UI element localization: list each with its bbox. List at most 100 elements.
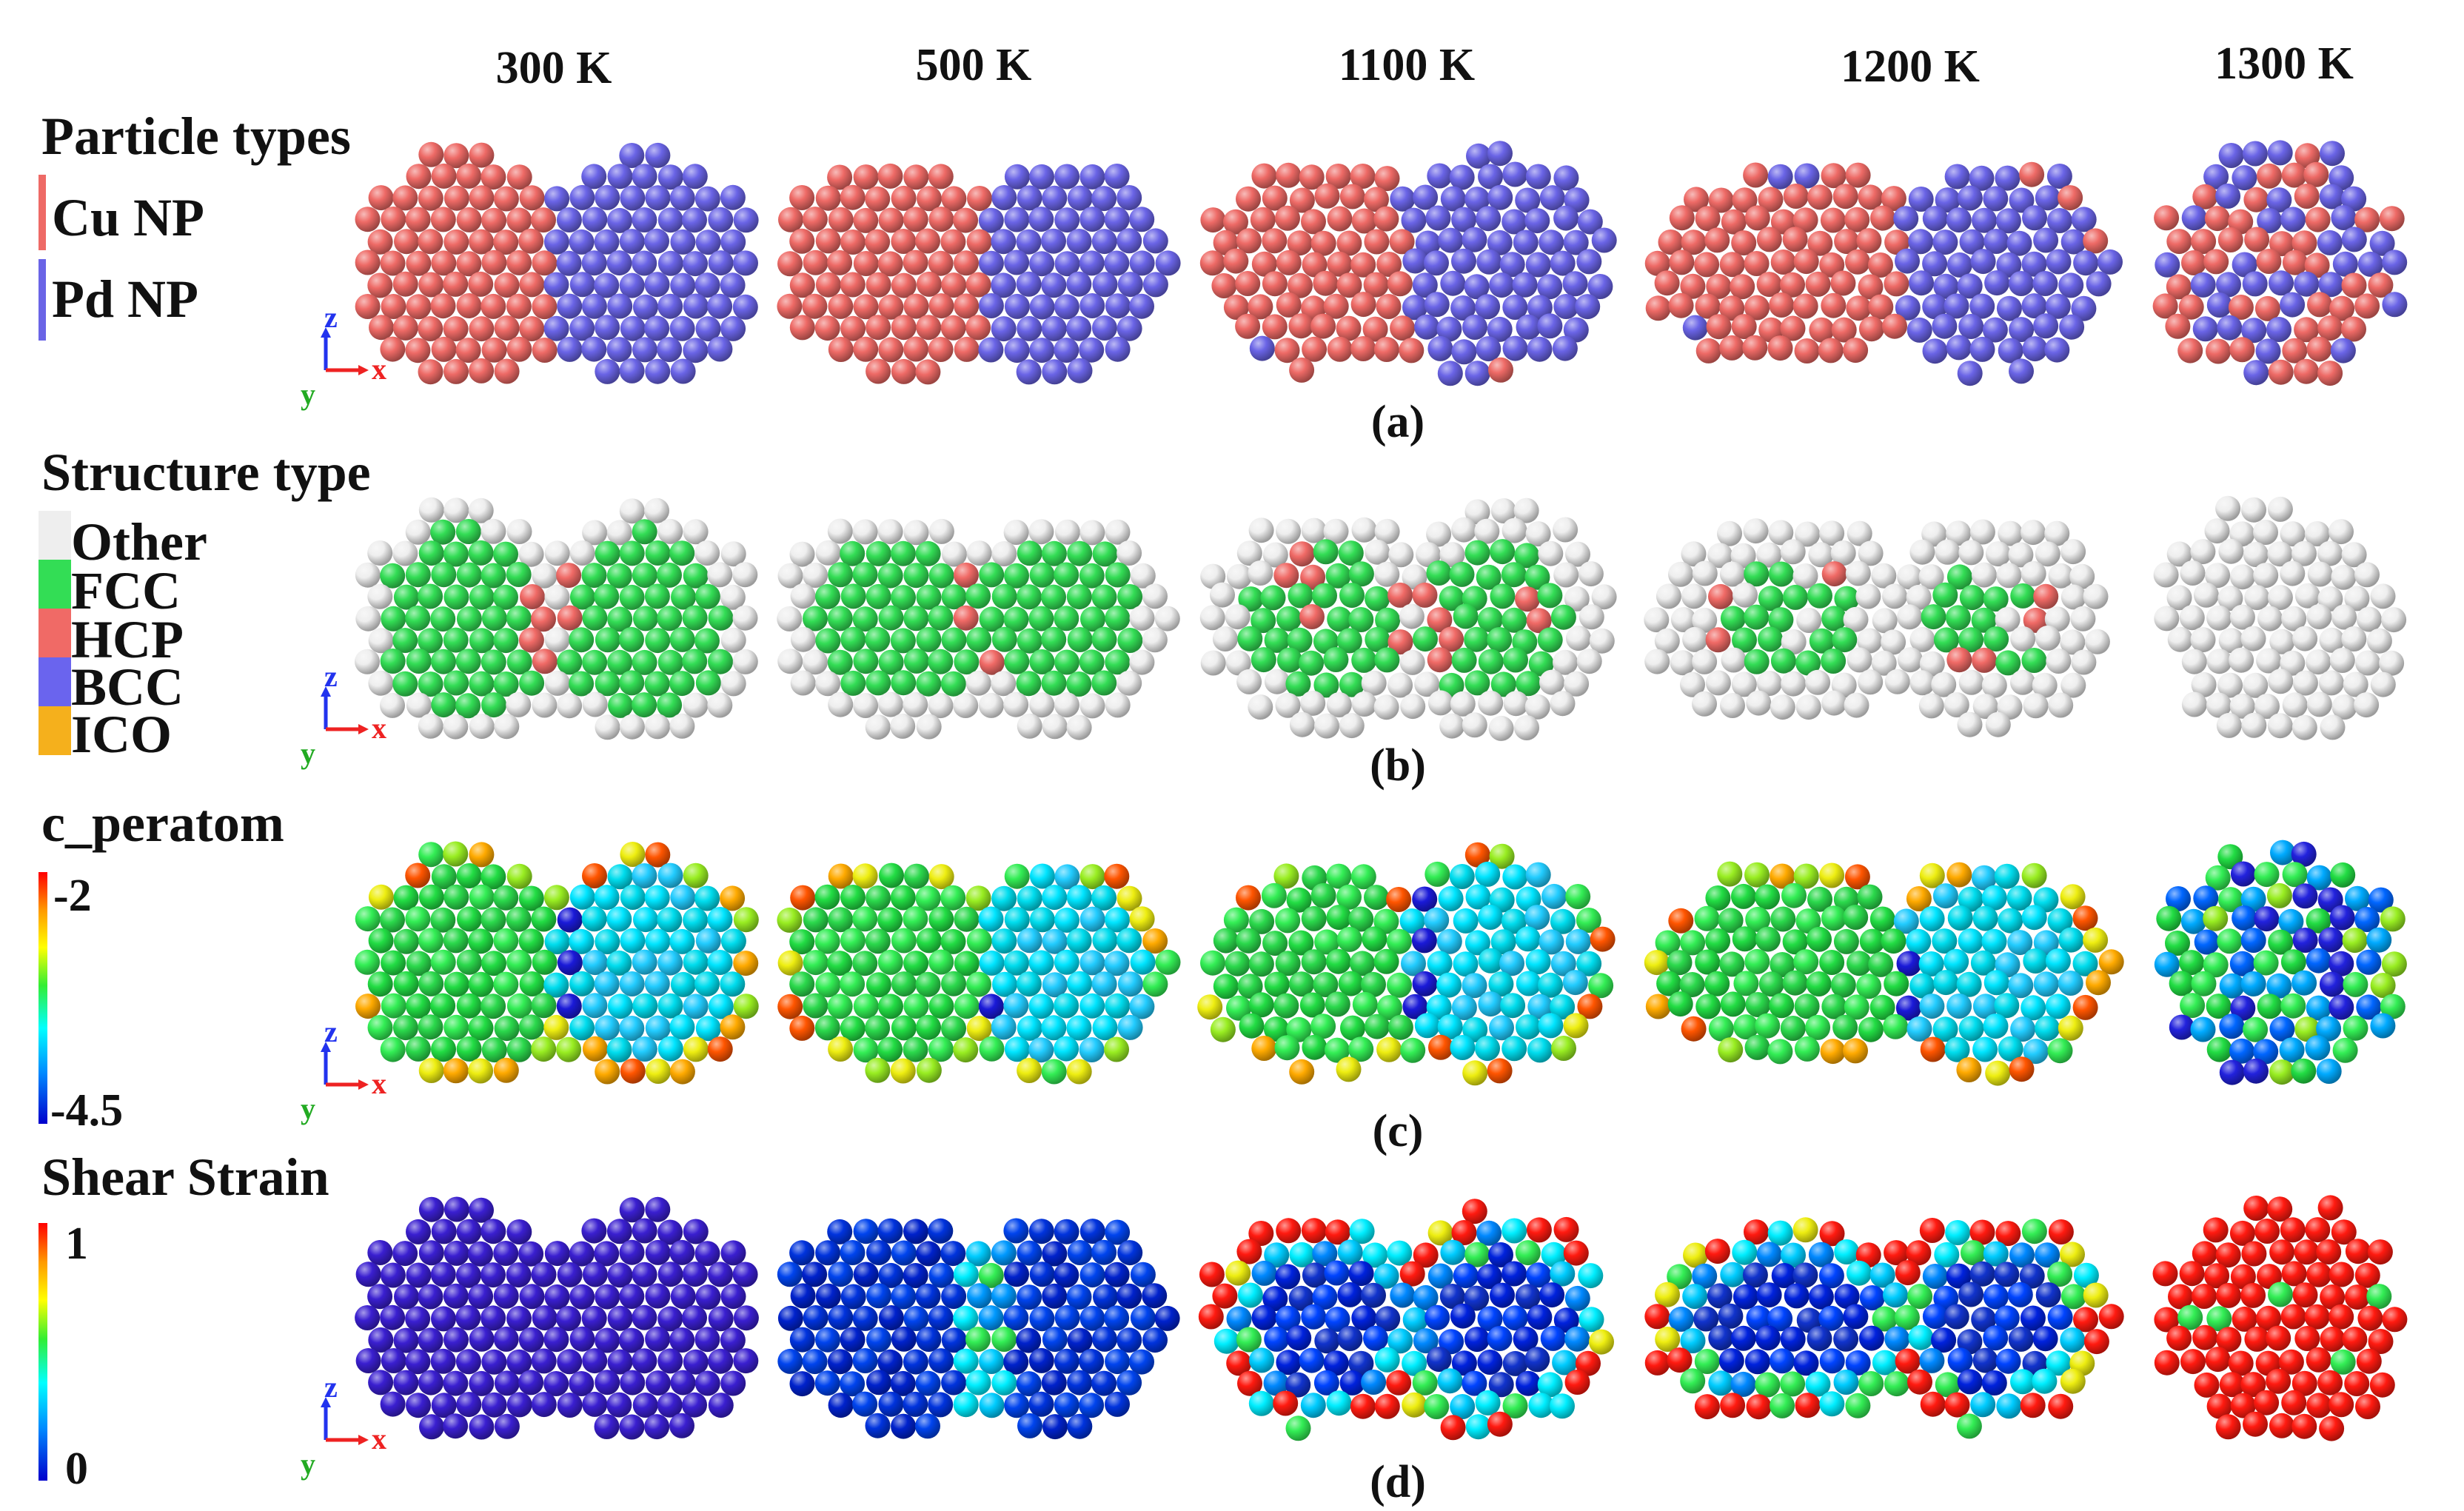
atom bbox=[1286, 887, 1312, 913]
atom bbox=[1264, 669, 1290, 694]
atom bbox=[469, 584, 495, 610]
atom bbox=[2240, 928, 2266, 954]
atom bbox=[1944, 293, 1969, 319]
atom bbox=[406, 250, 432, 276]
legend-swatch-pd bbox=[38, 259, 46, 341]
atom bbox=[1834, 586, 1860, 612]
atom bbox=[405, 562, 431, 588]
atom bbox=[1387, 1014, 1413, 1040]
atom bbox=[903, 606, 929, 631]
atom bbox=[732, 294, 758, 320]
atom bbox=[1289, 187, 1315, 213]
atom bbox=[1091, 971, 1117, 997]
atom bbox=[1117, 272, 1143, 298]
atom bbox=[1361, 1282, 1386, 1308]
atom bbox=[2341, 227, 2367, 252]
atom bbox=[2253, 563, 2279, 589]
atom bbox=[2266, 187, 2292, 213]
atom bbox=[1654, 270, 1680, 296]
atom bbox=[1116, 1283, 1142, 1309]
atom bbox=[815, 972, 841, 998]
legend-label-hcp: HCP bbox=[71, 610, 184, 669]
atom bbox=[1373, 1263, 1399, 1289]
atom bbox=[431, 692, 457, 718]
atom bbox=[1054, 649, 1079, 675]
atom bbox=[2269, 1239, 2295, 1265]
atom bbox=[1932, 883, 1958, 909]
atom bbox=[532, 1305, 558, 1331]
atom bbox=[733, 1348, 759, 1374]
atom bbox=[355, 249, 381, 275]
atom bbox=[1438, 885, 1464, 911]
atom bbox=[1079, 563, 1105, 589]
atom bbox=[506, 164, 532, 190]
atom bbox=[2215, 183, 2241, 209]
atom bbox=[557, 950, 583, 976]
atom bbox=[1327, 206, 1353, 232]
atom bbox=[1996, 563, 2022, 589]
atom bbox=[1705, 627, 1731, 653]
atom bbox=[878, 605, 904, 631]
atom bbox=[468, 497, 494, 523]
atom bbox=[2219, 1014, 2245, 1039]
atom bbox=[418, 141, 444, 167]
atom bbox=[2009, 358, 2034, 384]
atom bbox=[2280, 560, 2306, 586]
atom bbox=[1591, 227, 1617, 253]
atom bbox=[1390, 186, 1416, 212]
atom bbox=[1289, 711, 1315, 737]
atom bbox=[2177, 338, 2203, 363]
axis-y-label: y bbox=[301, 378, 315, 411]
atom bbox=[1527, 994, 1553, 1019]
atom bbox=[1539, 929, 1564, 955]
cluster-row1-col3 bbox=[1644, 518, 2110, 737]
atom bbox=[2217, 315, 2243, 341]
atom bbox=[2243, 360, 2269, 386]
atom bbox=[594, 885, 620, 911]
atom bbox=[1236, 1327, 1262, 1353]
atom bbox=[1326, 1390, 1352, 1416]
atom bbox=[1782, 227, 1808, 252]
atom bbox=[657, 907, 683, 933]
atom bbox=[1744, 649, 1770, 674]
atom bbox=[557, 336, 583, 362]
atom bbox=[1972, 1347, 1998, 1373]
atom bbox=[2379, 206, 2405, 232]
atom bbox=[840, 626, 866, 652]
atom bbox=[1301, 209, 1326, 235]
atom bbox=[694, 628, 720, 654]
atom bbox=[1933, 273, 1959, 299]
atom bbox=[594, 971, 620, 997]
atom bbox=[1350, 164, 1376, 189]
atom bbox=[777, 1262, 803, 1287]
atom bbox=[1399, 1261, 1425, 1287]
atom bbox=[1718, 1348, 1744, 1373]
atom bbox=[720, 885, 746, 911]
atom bbox=[1237, 974, 1263, 999]
atom bbox=[368, 670, 394, 696]
atom bbox=[1478, 905, 1503, 930]
atom bbox=[840, 1371, 866, 1397]
atom bbox=[456, 863, 482, 888]
atom bbox=[355, 1262, 381, 1287]
atom bbox=[2032, 1326, 2058, 1352]
atom bbox=[606, 563, 632, 589]
atom bbox=[2282, 692, 2308, 718]
atom bbox=[1719, 561, 1745, 587]
atom bbox=[2179, 950, 2205, 976]
atom bbox=[1768, 520, 1794, 546]
atom bbox=[2318, 670, 2344, 696]
atom bbox=[1808, 542, 1834, 568]
atom bbox=[1897, 564, 1923, 590]
atom bbox=[456, 293, 482, 318]
atom bbox=[828, 907, 854, 933]
atom bbox=[966, 971, 991, 997]
cluster-row3-col3 bbox=[1644, 1217, 2124, 1439]
atom bbox=[928, 1218, 954, 1244]
atom bbox=[443, 541, 469, 567]
atom bbox=[2021, 862, 2047, 888]
atom bbox=[1116, 540, 1142, 566]
atom bbox=[707, 950, 733, 975]
atom bbox=[2294, 358, 2319, 384]
atom bbox=[1744, 604, 1770, 630]
